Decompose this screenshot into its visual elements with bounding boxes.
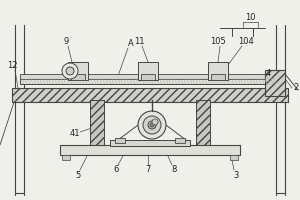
Circle shape <box>138 111 166 139</box>
Text: 41: 41 <box>70 130 80 138</box>
Bar <box>211 74 225 80</box>
Text: 8: 8 <box>171 166 177 174</box>
Text: 11: 11 <box>134 38 144 46</box>
Bar <box>20 74 280 79</box>
Bar <box>60 145 240 155</box>
Bar <box>62 155 70 160</box>
Bar <box>90 100 104 148</box>
Bar <box>175 138 185 143</box>
Bar <box>230 155 238 160</box>
Text: 104: 104 <box>238 38 254 46</box>
Bar <box>265 70 285 96</box>
Text: 12: 12 <box>7 62 17 71</box>
Bar <box>110 140 190 146</box>
Text: 7: 7 <box>145 166 151 174</box>
Text: 6: 6 <box>113 166 119 174</box>
Text: A: A <box>128 40 134 48</box>
Text: 2: 2 <box>293 84 298 92</box>
Text: 4: 4 <box>266 68 271 77</box>
Bar <box>141 74 155 80</box>
Text: 9: 9 <box>63 38 69 46</box>
Bar <box>138 62 158 80</box>
Bar <box>12 88 288 102</box>
Circle shape <box>62 63 78 79</box>
Text: 5: 5 <box>75 170 81 180</box>
Circle shape <box>150 123 154 127</box>
Bar <box>208 62 228 80</box>
Circle shape <box>66 67 74 75</box>
Circle shape <box>143 116 161 134</box>
Bar <box>68 62 88 80</box>
Text: 3: 3 <box>233 170 239 180</box>
Circle shape <box>148 121 156 129</box>
Bar <box>196 100 210 148</box>
Text: 105: 105 <box>210 38 226 46</box>
Bar <box>20 78 280 84</box>
Text: 10: 10 <box>245 12 255 21</box>
Circle shape <box>152 119 158 125</box>
Bar <box>71 74 85 80</box>
Bar <box>115 138 125 143</box>
